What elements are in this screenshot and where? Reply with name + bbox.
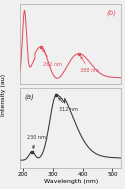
Text: (a): (a)	[24, 94, 34, 101]
Text: 312 nm: 312 nm	[59, 98, 78, 112]
Text: 388 nm: 388 nm	[80, 57, 99, 74]
Text: (b): (b)	[106, 9, 116, 16]
X-axis label: Wavelength (nm): Wavelength (nm)	[44, 180, 98, 184]
Text: 230 nm: 230 nm	[28, 135, 46, 148]
Text: 262 nm: 262 nm	[43, 50, 62, 67]
Text: Intensity (au): Intensity (au)	[1, 74, 6, 115]
